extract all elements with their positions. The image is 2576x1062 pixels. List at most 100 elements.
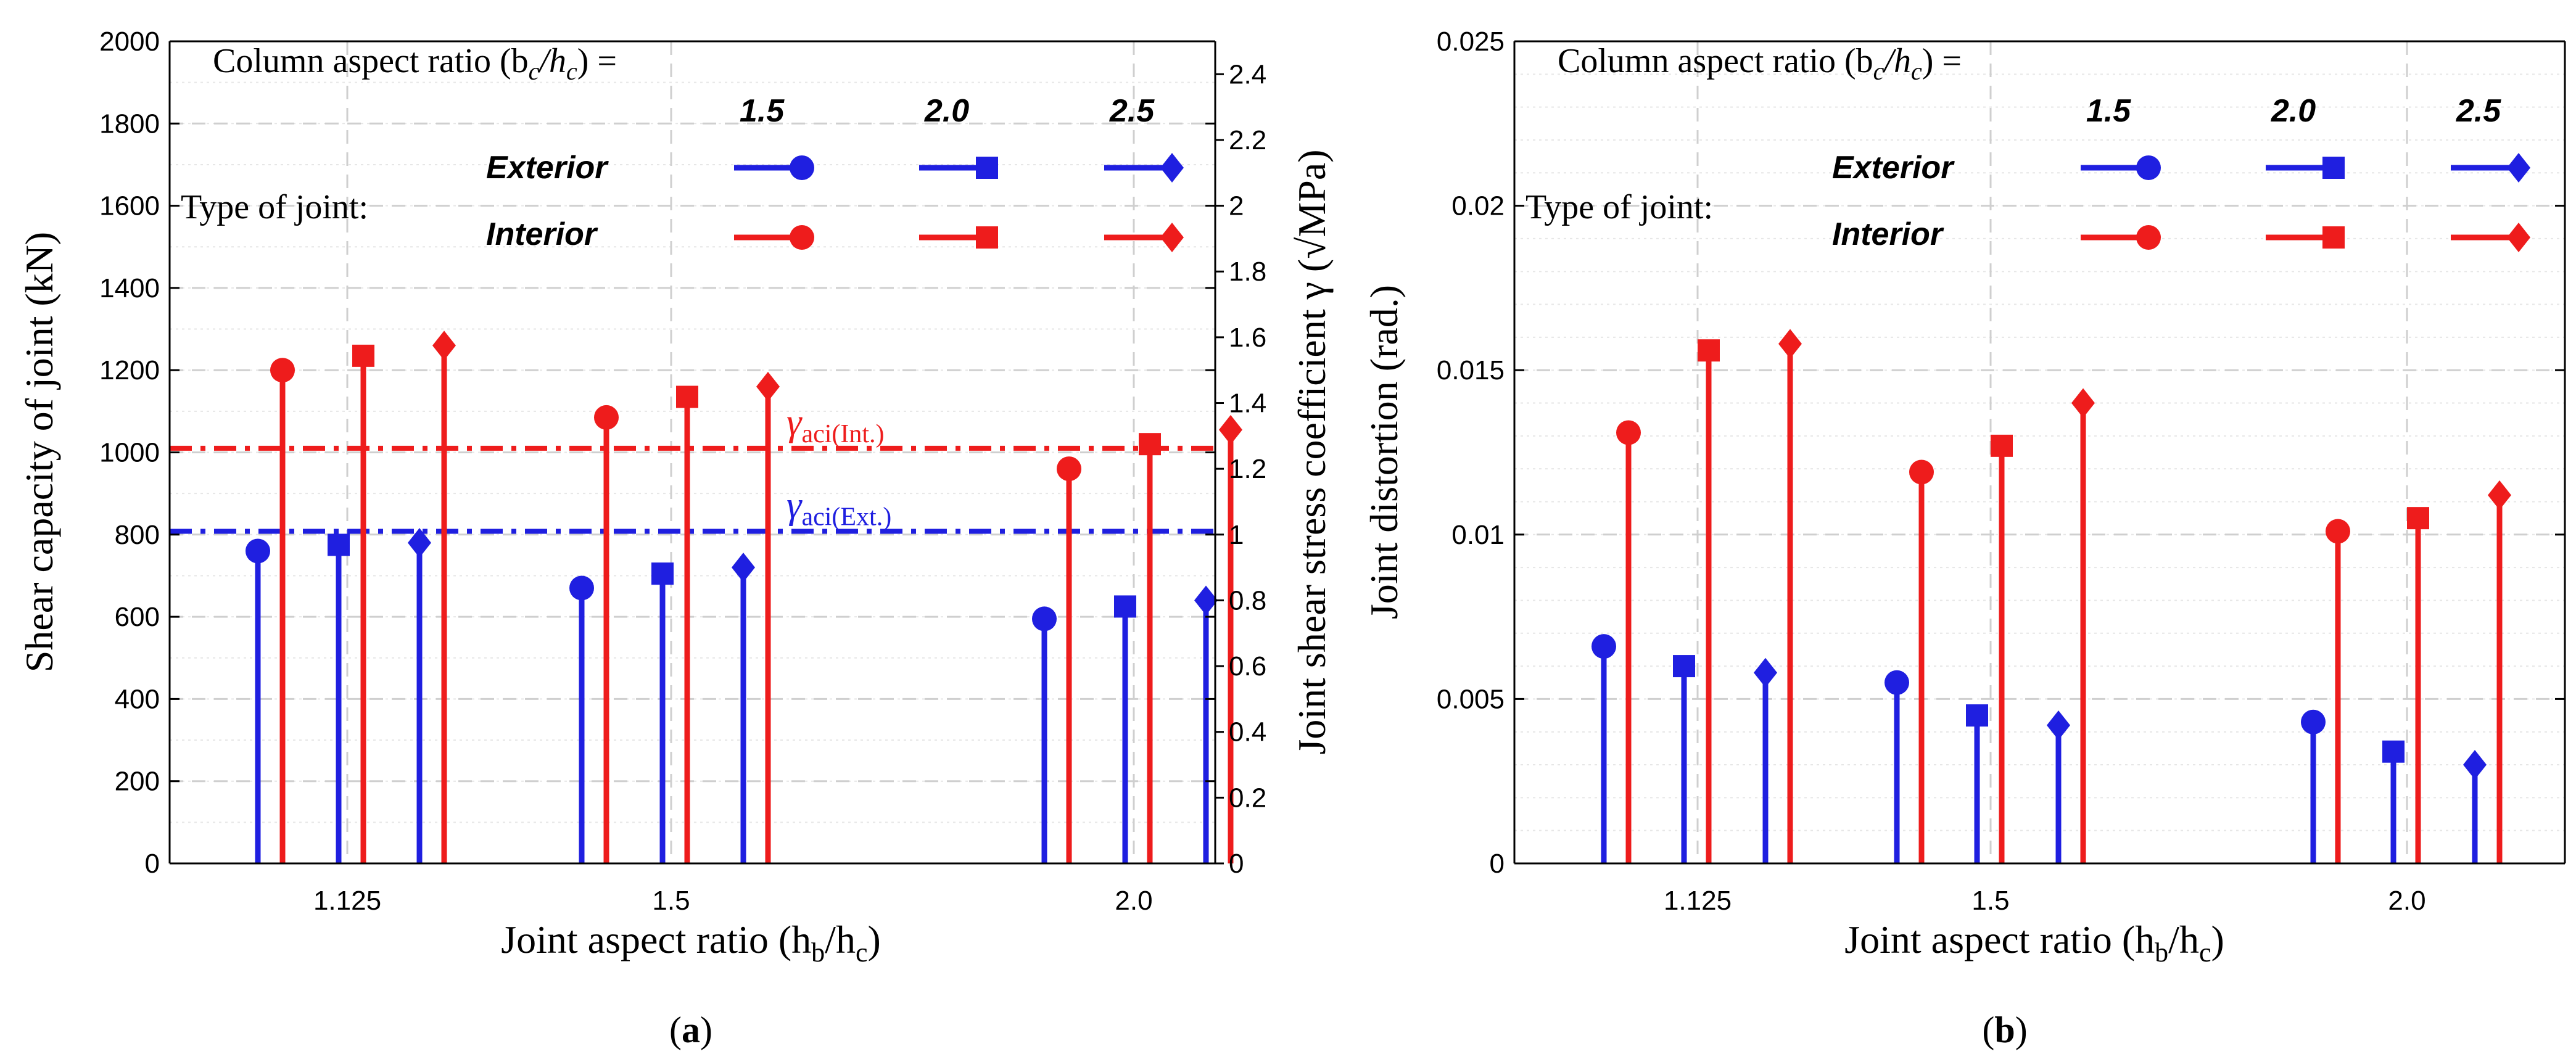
y-tick-label: 0 bbox=[145, 849, 160, 879]
y2-tick-label: 0.4 bbox=[1229, 717, 1266, 747]
legend-interior-label: Interior bbox=[1832, 216, 1944, 252]
stem-marker-circle bbox=[1057, 456, 1081, 482]
stem-marker-square bbox=[1698, 339, 1720, 362]
stem-marker-square bbox=[1966, 704, 1988, 727]
y2-tick-label: 0.6 bbox=[1229, 651, 1266, 681]
legend-exterior-diamond-marker bbox=[2507, 153, 2530, 183]
stem-marker-diamond bbox=[2071, 388, 2095, 418]
panel-a-label: (a) bbox=[669, 1010, 712, 1050]
x-tick-label: 1.5 bbox=[652, 886, 690, 916]
stem-marker-diamond bbox=[1219, 414, 1242, 445]
stem-marker-diamond bbox=[732, 553, 755, 583]
legend-exterior-square-marker bbox=[976, 157, 998, 179]
stem-marker-circle bbox=[569, 575, 594, 601]
stem-marker-diamond bbox=[408, 528, 431, 558]
legend-ratio-label: 1.5 bbox=[2086, 93, 2131, 129]
stem-marker-square bbox=[676, 385, 698, 408]
stem-marker-circle bbox=[1032, 606, 1057, 632]
panel-a: γaci(Int.) γaci(Ext.) 0 200 400 600 800 1000 1 2… bbox=[17, 27, 1334, 1050]
panel-a-y2-axis-title: Joint shear stress coefficient γ (√MPa) bbox=[1290, 149, 1334, 754]
panel-a-x-axis-title: Joint aspect ratio (hb/hc) bbox=[501, 918, 881, 968]
legend-ratio-label: 2.5 bbox=[1109, 93, 1155, 129]
panel-b-legend: Column aspect ratio (bc/hc) = Type of joi… bbox=[1525, 42, 2530, 252]
y2-tick-label: 1 bbox=[1229, 520, 1244, 550]
legend-ratio-label: 2.0 bbox=[2271, 93, 2316, 129]
reference-line-label: γaci(Int.) bbox=[786, 401, 885, 448]
y2-tick-label: 0.8 bbox=[1229, 585, 1266, 615]
legend-ratio-label: 2.5 bbox=[2456, 93, 2501, 129]
y-tick-label: 800 bbox=[115, 520, 160, 550]
panel-b-x-axis-title: Joint aspect ratio (hb/hc) bbox=[1844, 918, 2224, 968]
stem-marker-diamond bbox=[2047, 710, 2070, 741]
x-tick-label: 2.0 bbox=[1115, 886, 1152, 916]
y2-tick-label: 1.6 bbox=[1229, 323, 1266, 353]
legend-exterior-diamond-marker bbox=[1160, 153, 1184, 183]
y-tick-label: 600 bbox=[115, 602, 160, 632]
stem-marker-square bbox=[2382, 740, 2405, 763]
panel-b: 0 0.005 0.01 0.015 0.02 0.025 1.125 1.5 2.0 Colu… bbox=[1362, 27, 2566, 1050]
stem-marker-circle bbox=[1885, 670, 1909, 695]
y-tick-label: 1000 bbox=[99, 438, 160, 468]
legend-type-label: Type of joint: bbox=[181, 188, 368, 226]
panel-a-stems bbox=[246, 331, 1242, 863]
y-tick-label: 1800 bbox=[99, 109, 160, 139]
legend-ratio-label: 2.0 bbox=[924, 93, 969, 129]
y-tick-label: 0 bbox=[1490, 849, 1505, 879]
x-tick-label: 1.5 bbox=[1971, 886, 2009, 916]
stem-marker-square bbox=[352, 344, 374, 367]
stem-marker-square bbox=[651, 562, 674, 585]
x-tick-label: 1.125 bbox=[1664, 886, 1732, 916]
x-tick-label: 1.125 bbox=[313, 886, 381, 916]
y-tick-label: 0.005 bbox=[1437, 684, 1505, 714]
y-tick-label: 2000 bbox=[99, 27, 160, 57]
stem-marker-diamond bbox=[1194, 585, 1218, 615]
y2-tick-label: 2.4 bbox=[1229, 59, 1266, 89]
stem-marker-circle bbox=[594, 405, 619, 430]
stem-marker-diamond bbox=[1754, 657, 1777, 688]
stem-marker-square bbox=[328, 533, 350, 556]
stem-marker-diamond bbox=[756, 371, 780, 401]
y-tick-label: 0.02 bbox=[1451, 191, 1505, 221]
panel-b-y-axis-title: Joint distortion (rad.) bbox=[1362, 285, 1406, 619]
x-tick-label: 2.0 bbox=[2388, 886, 2425, 916]
legend-interior-label: Interior bbox=[486, 216, 598, 252]
stem-marker-diamond bbox=[432, 331, 456, 361]
y-tick-label: 0.025 bbox=[1437, 27, 1505, 57]
panel-a-y-axis-title: Shear capacity of joint (kN) bbox=[17, 232, 61, 672]
stem-marker-square bbox=[1991, 434, 2013, 457]
legend-title: Column aspect ratio (bc/hc) = bbox=[213, 42, 617, 85]
panel-a-legend: Column aspect ratio (bc/hc) = Type of joi… bbox=[181, 42, 1184, 252]
legend-interior-circle-marker bbox=[2136, 225, 2161, 250]
y2-tick-label: 1.2 bbox=[1229, 454, 1266, 484]
legend-interior-diamond-marker bbox=[2507, 223, 2530, 252]
legend-interior-square-marker bbox=[976, 226, 998, 249]
stem-marker-circle bbox=[1616, 420, 1641, 445]
y2-tick-label: 2 bbox=[1229, 191, 1244, 221]
y-tick-label: 0.015 bbox=[1437, 355, 1505, 385]
stem-marker-circle bbox=[246, 538, 270, 564]
legend-exterior-circle-marker bbox=[2136, 155, 2161, 180]
legend-exterior-label: Exterior bbox=[486, 150, 609, 186]
y2-tick-label: 0 bbox=[1229, 849, 1244, 879]
y-tick-label: 400 bbox=[115, 684, 160, 714]
stem-marker-circle bbox=[1591, 634, 1616, 659]
stem-marker-circle bbox=[2326, 519, 2350, 544]
stem-marker-circle bbox=[270, 358, 295, 383]
legend-exterior-square-marker bbox=[2322, 157, 2345, 179]
panel-b-axes: 0 0.005 0.01 0.015 0.02 0.025 1.125 1.5 2.0 bbox=[1437, 27, 2566, 916]
reference-line-label: γaci(Ext.) bbox=[786, 484, 891, 531]
y-tick-label: 0.01 bbox=[1451, 520, 1505, 550]
stem-marker-diamond bbox=[2463, 750, 2487, 780]
y-tick-label: 200 bbox=[115, 767, 160, 797]
legend-interior-square-marker bbox=[2322, 226, 2345, 249]
stem-marker-diamond bbox=[2488, 480, 2511, 510]
y2-tick-label: 2.2 bbox=[1229, 125, 1266, 155]
stem-marker-diamond bbox=[1778, 329, 1802, 359]
y2-tick-label: 0.2 bbox=[1229, 783, 1266, 813]
legend-interior-circle-marker bbox=[790, 225, 814, 250]
panel-b-label: (b) bbox=[1982, 1010, 2027, 1050]
y-tick-label: 1400 bbox=[99, 273, 160, 303]
stem-marker-circle bbox=[1909, 459, 1934, 485]
panel-a-reference-lines: γaci(Int.) γaci(Ext.) bbox=[170, 401, 1215, 534]
